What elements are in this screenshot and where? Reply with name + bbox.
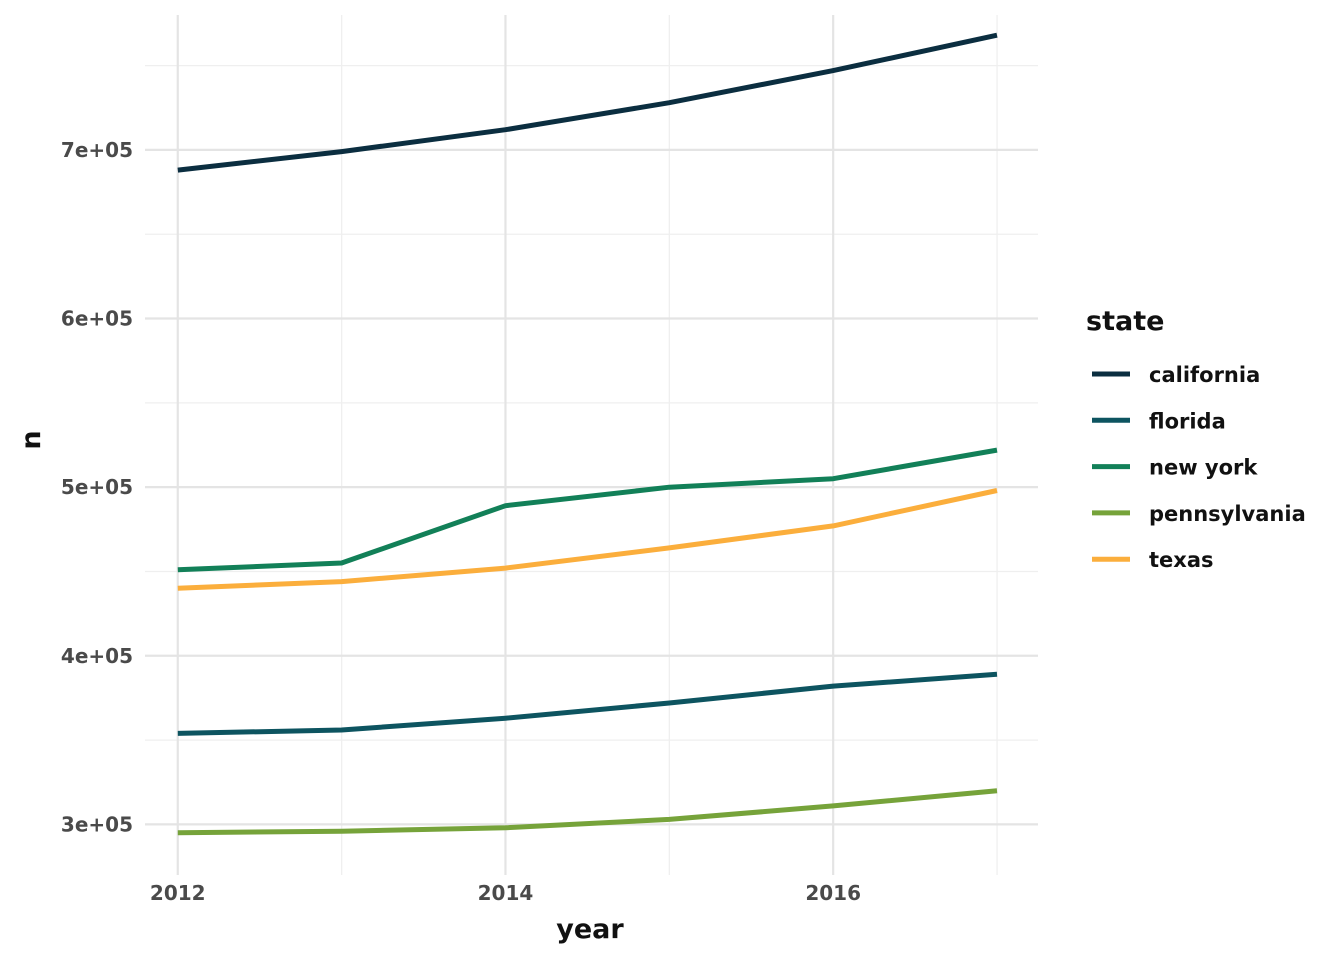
x-tick-label: 2012 <box>150 881 206 905</box>
y-tick-label: 4e+05 <box>61 644 133 668</box>
series-lines <box>177 32 998 836</box>
y-axis-tick-labels: 3e+05 4e+05 5e+05 6e+05 7e+05 <box>61 138 133 837</box>
series-line-florida <box>177 671 998 736</box>
series-line-texas <box>177 488 998 591</box>
series-line-new-york <box>177 447 998 573</box>
y-tick-label: 7e+05 <box>61 138 133 162</box>
legend-label-florida: florida <box>1149 409 1226 433</box>
legend-items: california florida new york pennsylvania tex… <box>1092 363 1306 572</box>
series-line-pennsylvania <box>177 788 998 836</box>
y-axis-title: n <box>16 430 47 449</box>
x-tick-label: 2014 <box>478 881 534 905</box>
y-tick-label: 3e+05 <box>61 812 133 836</box>
legend-label-california: california <box>1149 363 1260 387</box>
legend-label-texas: texas <box>1149 548 1214 572</box>
x-axis-tick-labels: 2012 2014 2016 <box>150 881 861 905</box>
legend-label-new-york: new york <box>1149 456 1258 480</box>
series-line-california <box>177 32 998 173</box>
x-axis-title: year <box>556 914 624 945</box>
x-tick-label: 2016 <box>805 881 861 905</box>
legend-label-pennsylvania: pennsylvania <box>1149 502 1306 526</box>
legend-title: state <box>1086 306 1164 337</box>
y-tick-label: 5e+05 <box>61 475 133 499</box>
y-tick-label: 6e+05 <box>61 307 133 331</box>
legend: state california florida new york pennsylva… <box>1086 306 1306 572</box>
gridlines <box>145 15 1038 875</box>
